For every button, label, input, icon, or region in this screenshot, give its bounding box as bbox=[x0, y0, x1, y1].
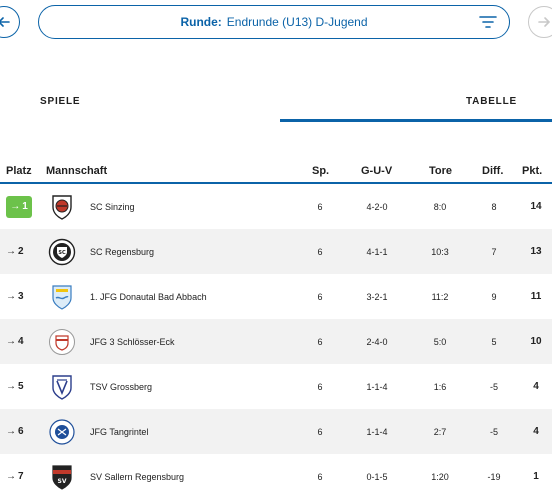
trend-arrow-icon: → bbox=[6, 246, 16, 257]
col-platz: Platz bbox=[6, 165, 32, 177]
goals: 8:0 bbox=[433, 201, 447, 212]
points: 11 bbox=[530, 291, 542, 302]
col-tore: Tore bbox=[429, 165, 453, 177]
goal-difference: 9 bbox=[491, 291, 497, 302]
rank-badge: → 4 bbox=[6, 336, 24, 347]
win-draw-loss: 3-2-1 bbox=[366, 291, 388, 302]
svg-text:SV: SV bbox=[58, 478, 67, 485]
goals: 11:2 bbox=[431, 291, 449, 302]
col-guv: G-U-V bbox=[361, 165, 393, 177]
goal-difference: 7 bbox=[491, 246, 497, 257]
rank-badge-leader: → 1 bbox=[6, 195, 32, 218]
goals: 5:0 bbox=[433, 336, 447, 347]
points: 14 bbox=[530, 201, 542, 212]
table-row[interactable]: → 7 SV SV Sallern Regensburg 6 0-1-5 1:20… bbox=[0, 454, 552, 499]
sv-sallern-crest-icon: SV bbox=[52, 464, 72, 490]
team-name[interactable]: SV Sallern Regensburg bbox=[90, 471, 185, 482]
team-name[interactable]: JFG Tangrintel bbox=[90, 426, 149, 437]
arrow-left-icon bbox=[0, 17, 10, 27]
jfg-donautal-crest-icon bbox=[52, 284, 72, 310]
points: 1 bbox=[533, 471, 539, 482]
goal-difference: -19 bbox=[487, 471, 501, 482]
round-value: Endrunde (U13) D-Jugend bbox=[226, 15, 368, 29]
goal-difference: -5 bbox=[489, 381, 498, 392]
goals: 10:3 bbox=[431, 246, 449, 257]
view-tabs: SPIELE TABELLE bbox=[0, 88, 552, 124]
games-played: 6 bbox=[317, 426, 323, 437]
filter-icon bbox=[479, 16, 497, 28]
col-mannschaft: Mannschaft bbox=[46, 165, 108, 177]
rank-badge: → 3 bbox=[6, 291, 24, 302]
team-name[interactable]: JFG 3 Schlösser-Eck bbox=[90, 336, 175, 347]
rank-badge: → 6 bbox=[6, 426, 24, 437]
table-row[interactable]: → 1 SC Sinzing 6 4-2-0 8:0 8 14 bbox=[0, 184, 552, 229]
goal-difference: 5 bbox=[491, 336, 497, 347]
goals: 1:6 bbox=[433, 381, 447, 392]
active-tab-indicator bbox=[280, 119, 552, 122]
games-played: 6 bbox=[317, 381, 323, 392]
tab-tabelle[interactable]: TABELLE bbox=[466, 96, 517, 107]
sc-regensburg-crest-icon: SC bbox=[48, 238, 76, 265]
table-row[interactable]: → 3 1. JFG Donautal Bad Abbach 6 3-2-1 11… bbox=[0, 274, 552, 319]
tsv-grossberg-crest-icon bbox=[52, 374, 72, 400]
games-played: 6 bbox=[317, 291, 323, 302]
rank-badge: → 2 bbox=[6, 246, 24, 257]
goal-difference: 8 bbox=[491, 201, 497, 212]
trend-arrow-icon: → bbox=[10, 201, 21, 212]
games-played: 6 bbox=[317, 471, 323, 482]
team-name[interactable]: TSV Grossberg bbox=[90, 381, 153, 392]
table-row[interactable]: → 4 JFG 3 Schlösser-Eck 6 2-4-0 5:0 5 10 bbox=[0, 319, 552, 364]
arrow-right-icon bbox=[538, 17, 551, 27]
jfg-schloesser-crest-icon bbox=[49, 328, 75, 355]
goals: 1:20 bbox=[431, 471, 449, 482]
col-sp: Sp. bbox=[312, 165, 330, 177]
points: 13 bbox=[530, 246, 542, 257]
standings-table: Platz Mannschaft Sp. G-U-V Tore Diff. Pk… bbox=[0, 160, 552, 499]
tab-spiele[interactable]: SPIELE bbox=[40, 96, 81, 107]
games-played: 6 bbox=[317, 201, 323, 212]
games-played: 6 bbox=[317, 246, 323, 257]
win-draw-loss: 1-1-4 bbox=[366, 381, 388, 392]
round-dropdown[interactable]: Runde: Endrunde (U13) D-Jugend bbox=[38, 5, 510, 39]
round-selector-bar: Runde: Endrunde (U13) D-Jugend bbox=[0, 0, 552, 46]
table-row[interactable]: → 5 TSV Grossberg 6 1-1-4 1:6 -5 4 bbox=[0, 364, 552, 409]
team-name[interactable]: SC Sinzing bbox=[90, 201, 135, 212]
goal-difference: -5 bbox=[489, 426, 498, 437]
win-draw-loss: 0-1-5 bbox=[366, 471, 388, 482]
table-header: Platz Mannschaft Sp. G-U-V Tore Diff. Pk… bbox=[0, 160, 552, 184]
rank-badge: → 5 bbox=[6, 381, 24, 392]
trend-arrow-icon: → bbox=[6, 291, 16, 302]
trend-arrow-icon: → bbox=[6, 471, 16, 482]
points: 4 bbox=[533, 426, 539, 437]
trend-arrow-icon: → bbox=[6, 381, 16, 392]
rank-badge: → 7 bbox=[6, 471, 24, 482]
win-draw-loss: 4-2-0 bbox=[366, 201, 388, 212]
svg-text:SC: SC bbox=[58, 250, 66, 256]
round-label: Runde: bbox=[180, 15, 222, 29]
table-row[interactable]: → 2 SC SC Regensburg 6 4-1-1 10:3 7 13 bbox=[0, 229, 552, 274]
next-round-button[interactable] bbox=[528, 6, 552, 38]
win-draw-loss: 2-4-0 bbox=[366, 336, 388, 347]
trend-arrow-icon: → bbox=[6, 426, 16, 437]
win-draw-loss: 4-1-1 bbox=[366, 246, 388, 257]
trend-arrow-icon: → bbox=[6, 336, 16, 347]
table-row[interactable]: → 6 JFG Tangrintel 6 1-1-4 2:7 -5 4 bbox=[0, 409, 552, 454]
games-played: 6 bbox=[317, 336, 323, 347]
points: 10 bbox=[530, 336, 542, 347]
col-pkt: Pkt. bbox=[522, 165, 543, 177]
win-draw-loss: 1-1-4 bbox=[366, 426, 388, 437]
sc-sinzing-crest-icon bbox=[52, 194, 72, 220]
points: 4 bbox=[533, 381, 539, 392]
goals: 2:7 bbox=[433, 426, 447, 437]
team-name[interactable]: SC Regensburg bbox=[90, 246, 155, 257]
team-name[interactable]: 1. JFG Donautal Bad Abbach bbox=[90, 291, 207, 302]
jfg-tangrintel-crest-icon bbox=[49, 418, 75, 445]
previous-round-button[interactable] bbox=[0, 6, 20, 38]
col-diff: Diff. bbox=[482, 165, 504, 177]
